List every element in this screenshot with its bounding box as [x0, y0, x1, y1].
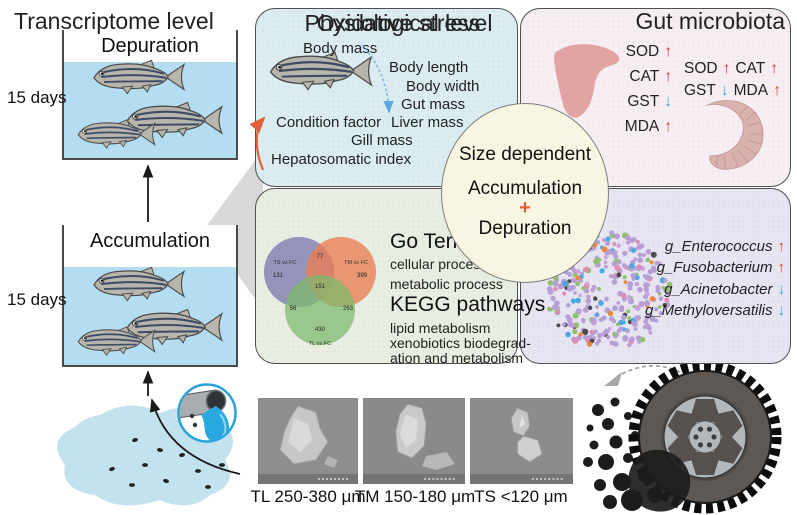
depuration-title: Depuration	[101, 35, 199, 57]
transcriptome-title: Transcriptome level	[14, 8, 214, 34]
particle-size-label-tm: TM 150-180 μm	[354, 487, 476, 506]
wastewater-pipe-icon	[177, 383, 237, 443]
physio-item-gill-mass: Gill mass	[351, 132, 413, 149]
genus-methyloversatilis: g_Methyloversatilis	[644, 302, 773, 319]
panel-gut-microbiota	[520, 188, 791, 364]
sem-image-tm	[363, 398, 465, 484]
physio-item-body-mass: Body mass	[303, 40, 378, 57]
marker-gst: GST	[684, 82, 716, 99]
microbiota-title: Gut microbiota	[635, 8, 785, 34]
marker-cat: CAT	[735, 60, 766, 77]
genus-enterococcus: g_Enterococcus	[664, 238, 773, 255]
marker-gst: GST	[627, 93, 660, 110]
summary-line-1: Size dependent	[458, 144, 592, 165]
liver-icon	[554, 44, 620, 118]
venn-count: 56	[290, 306, 297, 312]
depuration-tank: Depuration	[62, 30, 238, 160]
up-arrow-icon: ↑	[773, 82, 781, 99]
venn-count: 263	[343, 306, 354, 312]
up-arrow-icon: ↑	[664, 43, 672, 60]
zebrafish-icon	[77, 118, 156, 150]
zebrafish-icon	[93, 266, 185, 302]
sem-image-tl	[258, 398, 358, 484]
up-arrow-icon: ↑	[777, 238, 786, 255]
up-arrow-icon: ↑	[664, 118, 672, 135]
venn-set-ts: TS vs FC	[274, 260, 297, 266]
particle-size-label-ts: TS <120 μm	[474, 487, 568, 506]
up-arrow-icon: ↑	[664, 68, 672, 85]
genus-fusobacterium: g_Fusobacterium	[656, 259, 773, 276]
go-term: metabolic process	[390, 276, 503, 292]
accumulation-tank: Accumulation	[62, 225, 238, 367]
venn-count: 430	[315, 327, 326, 333]
physio-item-gut-mass: Gut mass	[401, 96, 466, 113]
venn-count: 131	[273, 273, 284, 279]
sem-image-ts	[470, 398, 573, 484]
central-summary-circle: Size dependent Accumulation + Depuration	[441, 103, 609, 283]
venn-count: 399	[357, 273, 368, 279]
up-arrow-icon: ↑	[777, 259, 786, 276]
kegg-item: xenobiotics biodegrad-	[390, 335, 531, 351]
physio-item-liver-mass: Liver mass	[391, 114, 464, 131]
summary-line-2: Accumulation	[467, 178, 583, 199]
physio-item-body-length: Body length	[389, 59, 469, 76]
intestine-icon	[705, 100, 764, 170]
tire-icon	[583, 360, 782, 514]
venn-diagram: TS vs FC TM vs FC TL vs FC 131 77 399 56…	[264, 237, 376, 347]
up-arrow-icon: ↑	[770, 60, 778, 77]
down-arrow-icon: ↓	[777, 281, 786, 298]
down-arrow-icon: ↓	[777, 302, 786, 319]
venn-count: 151	[315, 284, 326, 290]
depuration-duration: 15 days	[7, 88, 67, 107]
kegg-heading: KEGG pathways	[390, 293, 546, 316]
kegg-item: lipid metabolism	[390, 320, 491, 336]
venn-set-tm: TM vs FC	[344, 260, 368, 266]
venn-count: 77	[317, 254, 324, 260]
accumulation-title: Accumulation	[89, 230, 211, 252]
marker-cat: CAT	[629, 68, 660, 85]
genus-acinetobacter: g_Acinetobacter	[664, 281, 773, 298]
microbiota-network-icon	[546, 230, 673, 348]
down-arrow-icon: ↓	[664, 93, 672, 110]
marker-sod: SOD	[684, 60, 718, 77]
go-term: cellular process	[390, 256, 488, 272]
kegg-item: ation and metabolism	[390, 350, 524, 366]
particle-size-label-tl: TL 250-380 μm	[250, 487, 366, 506]
zebrafish-icon	[93, 59, 185, 95]
down-arrow-icon: ↓	[720, 82, 729, 99]
physio-item-hepatosomatic-index: Hepatosomatic index	[271, 151, 412, 168]
gray-arrowhead-icon	[604, 372, 622, 386]
marker-mda: MDA	[624, 118, 660, 135]
physio-item-body-width: Body width	[406, 78, 480, 95]
plus-sign: +	[519, 197, 531, 219]
oxidative-title: Oxidative stress	[316, 10, 481, 36]
zebrafish-icon	[77, 325, 156, 357]
summary-line-3: Depuration	[478, 218, 572, 239]
accumulation-duration: 15 days	[7, 290, 67, 309]
venn-set-tl: TL vs FC	[309, 341, 331, 347]
marker-mda: MDA	[733, 82, 769, 99]
physio-item-condition-factor: Condition factor	[276, 114, 382, 131]
physiological-title: Physiological level	[304, 10, 493, 36]
marker-sod: SOD	[625, 43, 660, 60]
up-arrow-icon: ↑	[722, 60, 731, 77]
